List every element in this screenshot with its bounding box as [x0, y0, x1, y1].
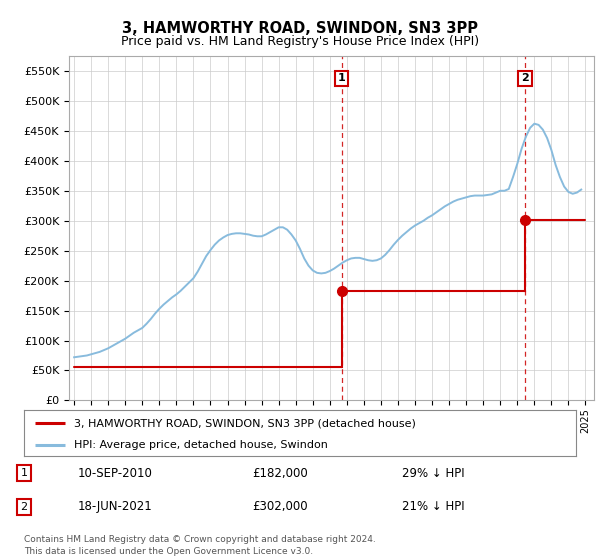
Text: 29% ↓ HPI: 29% ↓ HPI [402, 466, 464, 480]
Text: £302,000: £302,000 [252, 500, 308, 514]
Text: £182,000: £182,000 [252, 466, 308, 480]
Text: 10-SEP-2010: 10-SEP-2010 [78, 466, 153, 480]
Text: 18-JUN-2021: 18-JUN-2021 [78, 500, 153, 514]
Text: Price paid vs. HM Land Registry's House Price Index (HPI): Price paid vs. HM Land Registry's House … [121, 35, 479, 48]
Text: 1: 1 [338, 73, 346, 83]
Text: 3, HAMWORTHY ROAD, SWINDON, SN3 3PP (detached house): 3, HAMWORTHY ROAD, SWINDON, SN3 3PP (det… [74, 418, 416, 428]
Text: HPI: Average price, detached house, Swindon: HPI: Average price, detached house, Swin… [74, 440, 328, 450]
Text: 21% ↓ HPI: 21% ↓ HPI [402, 500, 464, 514]
Text: 1: 1 [20, 468, 28, 478]
Text: 2: 2 [20, 502, 28, 512]
Text: 2: 2 [521, 73, 529, 83]
Text: 3, HAMWORTHY ROAD, SWINDON, SN3 3PP: 3, HAMWORTHY ROAD, SWINDON, SN3 3PP [122, 21, 478, 36]
Text: Contains HM Land Registry data © Crown copyright and database right 2024.
This d: Contains HM Land Registry data © Crown c… [24, 535, 376, 556]
